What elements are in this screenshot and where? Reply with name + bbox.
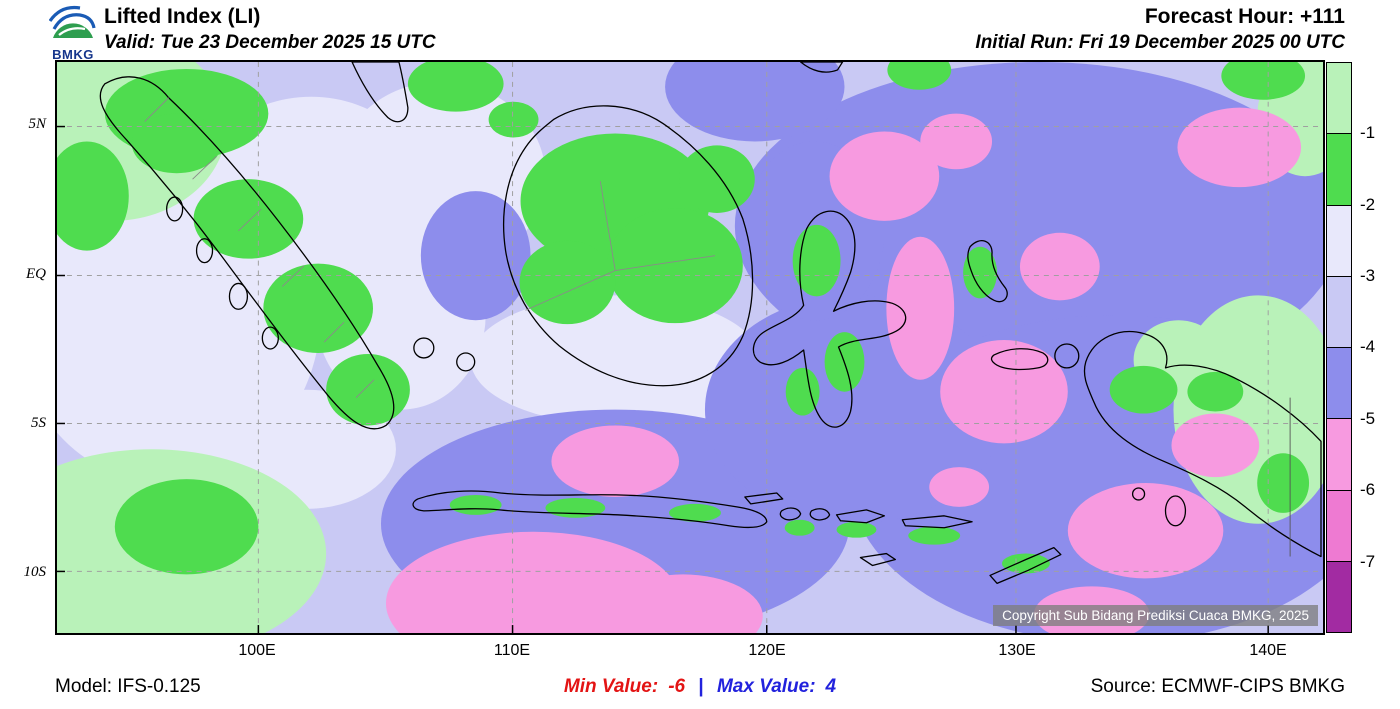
colorbar-segment bbox=[1327, 205, 1351, 277]
colorbar-label-5: -5 bbox=[1360, 409, 1376, 428]
copyright-watermark: Copyright Sub Bidang Prediksi Cuaca BMKG… bbox=[993, 605, 1318, 626]
admin-borders bbox=[144, 97, 1291, 557]
max-value: 4 bbox=[825, 676, 837, 697]
lat-label-eq: EQ bbox=[26, 266, 46, 282]
colorbar-segment bbox=[1327, 561, 1351, 632]
bmkg-logo: BMKG bbox=[46, 2, 100, 62]
field-pink bbox=[386, 107, 1302, 633]
bmkg-logo-text: BMKG bbox=[52, 47, 94, 62]
field-green bbox=[57, 62, 1310, 575]
colorbar-label-1: -1 bbox=[1360, 123, 1376, 142]
colorbar-label-7: -7 bbox=[1360, 552, 1376, 571]
min-value-label: Min Value: bbox=[563, 676, 659, 697]
initial-run-label: Initial Run: Fri 19 December 2025 00 UTC bbox=[975, 32, 1345, 53]
colorbar-label-4: -4 bbox=[1360, 337, 1376, 356]
valid-time-label: Valid: Tue 23 December 2025 15 UTC bbox=[104, 32, 436, 53]
lon-label-140e: 140E bbox=[1249, 642, 1287, 659]
lon-label-120e: 120E bbox=[748, 642, 786, 659]
gridlines bbox=[57, 62, 1323, 633]
colorbar-label-3: -3 bbox=[1360, 266, 1376, 285]
min-value: -6 bbox=[668, 676, 686, 697]
source-label: Source: ECMWF-CIPS BMKG bbox=[1090, 676, 1345, 697]
forecast-hour-label: Forecast Hour: +111 bbox=[1144, 5, 1345, 28]
colorbar bbox=[1326, 62, 1352, 633]
colorbar-segment bbox=[1327, 490, 1351, 562]
max-value-label: Max Value: bbox=[716, 676, 816, 697]
colorbar-label-2: -2 bbox=[1360, 195, 1376, 214]
colorbar-segment bbox=[1327, 63, 1351, 135]
model-label: Model: IFS-0.125 bbox=[55, 676, 201, 697]
minmax-values: Min Value: -6 | Max Value: 4 bbox=[0, 676, 1400, 698]
field-periwinkle bbox=[381, 62, 1323, 633]
coastlines bbox=[99, 62, 1322, 584]
colorbar-segment bbox=[1327, 276, 1351, 348]
axis-ticks bbox=[57, 125, 1269, 633]
colorbar-label-6: -6 bbox=[1360, 480, 1376, 499]
lat-label-5s: 5S bbox=[31, 415, 46, 431]
map-container: Copyright Sub Bidang Prediksi Cuaca BMKG… bbox=[55, 60, 1325, 635]
colorbar-segment bbox=[1327, 348, 1351, 420]
colorbar-segment bbox=[1327, 419, 1351, 491]
lon-label-110e: 110E bbox=[493, 642, 531, 659]
colorbar-segment bbox=[1327, 134, 1351, 206]
bmkg-logo-icon bbox=[48, 5, 96, 38]
lat-label-10s: 10S bbox=[23, 564, 47, 580]
page-title: Lifted Index (LI) bbox=[104, 5, 261, 28]
lat-label-5n: 5N bbox=[28, 116, 46, 132]
map-canvas bbox=[57, 62, 1323, 633]
minmax-separator: | bbox=[698, 676, 704, 697]
lon-label-130e: 130E bbox=[998, 642, 1036, 659]
lon-label-100e: 100E bbox=[238, 642, 276, 659]
